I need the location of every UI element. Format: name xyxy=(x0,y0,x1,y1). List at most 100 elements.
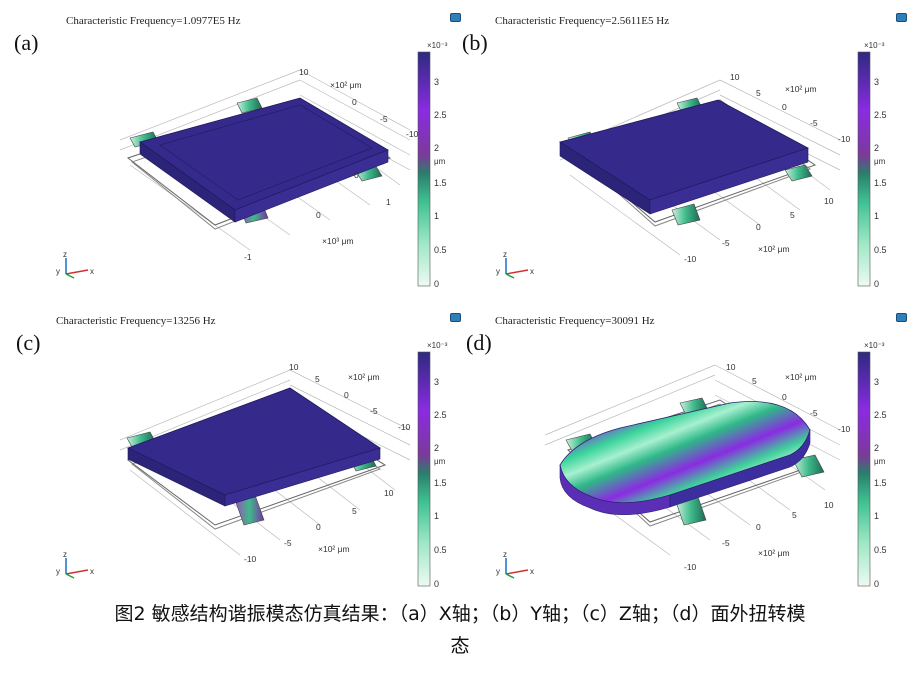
axis-unit: ×10² μm xyxy=(758,244,790,254)
axis-tick: -5 xyxy=(722,538,730,548)
axis-tick: -5 xyxy=(722,238,730,248)
colorbar-unit: μm xyxy=(874,457,886,466)
triad-y-label: y xyxy=(56,567,60,576)
axis-triad: z y x xyxy=(496,250,534,279)
triad-z-label: z xyxy=(63,250,67,259)
plot-canvas-c: 10 5 ×10² μm 0 -5 -10 5 0 10 -5 ×10² μm … xyxy=(56,351,431,587)
triad-x-label: x xyxy=(530,567,534,576)
colorbar-tick: 1.5 xyxy=(874,478,887,488)
frequency-title: Characteristic Frequency=13256 Hz xyxy=(56,315,216,327)
frequency-title: Characteristic Frequency=1.0977E5 Hz xyxy=(66,15,241,27)
proof-mass-side xyxy=(224,447,381,507)
colorbar-tick: 1.5 xyxy=(434,178,447,188)
colorbar-tick: 2.5 xyxy=(874,410,887,420)
colorbar-tick: 0.5 xyxy=(434,545,447,555)
axis-tick: -10 xyxy=(406,129,419,139)
colorbar-exponent: ×10⁻³ xyxy=(864,341,885,350)
axis-unit: ×10² μm xyxy=(330,80,362,90)
colorbar-unit: μm xyxy=(874,157,886,166)
colorbar-exponent: ×10⁻³ xyxy=(864,41,885,50)
spring-leg xyxy=(784,164,813,182)
axis-tick: -10 xyxy=(684,562,697,572)
triad-y-label: y xyxy=(496,567,500,576)
proof-mass-top xyxy=(559,99,810,201)
colorbar-tick: 0 xyxy=(874,279,880,289)
colorbar-tick: 3 xyxy=(874,77,880,87)
colorbar-tick: 1 xyxy=(434,211,440,221)
triad-x-label: x xyxy=(530,267,534,276)
camera-icon[interactable] xyxy=(896,313,907,322)
panel-letter: (b) xyxy=(462,30,488,55)
colorbar-tick: 0 xyxy=(874,579,880,589)
camera-icon[interactable] xyxy=(896,13,907,22)
colorbar-tick: 1 xyxy=(434,511,440,521)
axis-tick: -10 xyxy=(244,554,257,564)
colorbar xyxy=(417,351,431,587)
triad-x-label: x xyxy=(90,267,94,276)
axis-tick: -5 xyxy=(810,118,818,128)
axis-unit: ×10³ μm xyxy=(322,236,354,246)
triad-z-label: z xyxy=(503,250,507,259)
axis-tick: 5 xyxy=(792,510,797,520)
plot-canvas-a: 10 ×10² μm 0 -5 -10 0 1 0 ×10³ μm -1 z y… xyxy=(56,51,431,287)
axis-tick: 10 xyxy=(824,500,834,510)
camera-icon[interactable] xyxy=(450,13,461,22)
colorbar-tick: 0.5 xyxy=(874,545,887,555)
caption-line-1: 图2 敏感结构谐振模态仿真结果：（a）X轴；（b）Y轴；（c）Z轴；（d）面外扭… xyxy=(114,603,806,625)
axis-tick: 10 xyxy=(726,362,736,372)
axis-tick: 0 xyxy=(316,522,321,532)
colorbar-tick: 3 xyxy=(434,377,440,387)
axis-tick: -10 xyxy=(684,254,697,264)
axis-unit: ×10² μm xyxy=(785,84,817,94)
axis-tick: -10 xyxy=(398,422,411,432)
panel-d: 10 5 ×10² μm 0 -5 -10 5 0 10 -5 ×10² μm … xyxy=(460,300,920,600)
figure-caption: 图2 敏感结构谐振模态仿真结果：（a）X轴；（b）Y轴；（c）Z轴；（d）面外扭… xyxy=(0,598,920,662)
axis-unit: ×10² μm xyxy=(348,372,380,382)
colorbar xyxy=(857,351,871,587)
axis-tick: 5 xyxy=(790,210,795,220)
proof-mass-side xyxy=(649,147,809,215)
axis-tick: 5 xyxy=(752,376,757,386)
triad-y-label: y xyxy=(56,267,60,276)
axis-tick: -5 xyxy=(284,538,292,548)
colorbar-tick: 2 xyxy=(434,143,440,153)
colorbar-tick: 0 xyxy=(434,579,440,589)
axis-tick: 1 xyxy=(386,197,391,207)
axis-tick: 0 xyxy=(352,97,357,107)
spring-leg xyxy=(792,454,825,478)
axis-tick: 10 xyxy=(730,72,740,82)
axis-tick: 10 xyxy=(299,67,309,77)
panel-letter: (a) xyxy=(14,30,39,55)
colorbar-tick: 1.5 xyxy=(434,478,447,488)
triad-x-label: x xyxy=(90,567,94,576)
colorbar-exponent: ×10⁻³ xyxy=(427,41,448,50)
axis-tick: 0 xyxy=(344,390,349,400)
colorbar-tick: 0.5 xyxy=(874,245,887,255)
plot-canvas-b: 10 5 ×10² μm 0 -5 -10 5 0 10 -5 ×10² μm … xyxy=(496,51,871,287)
proof-mass-side xyxy=(669,429,811,508)
proof-mass-top xyxy=(126,387,381,496)
triad-y-label: y xyxy=(496,267,500,276)
colorbar-tick: 2.5 xyxy=(874,110,887,120)
axis-tick: -5 xyxy=(810,408,818,418)
proof-mass-edge xyxy=(159,104,373,201)
proof-mass-top xyxy=(139,97,389,211)
panel-c: 10 5 ×10² μm 0 -5 -10 5 0 10 -5 ×10² μm … xyxy=(0,300,461,600)
frequency-title: Characteristic Frequency=30091 Hz xyxy=(495,315,655,327)
axis-tick: 0 xyxy=(756,522,761,532)
colorbar-tick: 1 xyxy=(874,511,880,521)
proof-mass-side xyxy=(234,149,389,223)
axis-tick: 5 xyxy=(352,506,357,516)
camera-icon[interactable] xyxy=(450,313,461,322)
axis-unit: ×10² μm xyxy=(758,548,790,558)
colorbar-tick: 1 xyxy=(874,211,880,221)
axis-tick: -10 xyxy=(838,424,851,434)
colorbar-tick: 2 xyxy=(874,143,880,153)
colorbar-exponent: ×10⁻³ xyxy=(427,341,448,350)
axis-unit: ×10² μm xyxy=(318,544,350,554)
colorbar-tick: 2 xyxy=(874,443,880,453)
axis-tick: -1 xyxy=(244,252,252,262)
colorbar-tick: 3 xyxy=(434,77,440,87)
axis-tick: 0 xyxy=(782,392,787,402)
colorbar-unit: μm xyxy=(434,157,446,166)
